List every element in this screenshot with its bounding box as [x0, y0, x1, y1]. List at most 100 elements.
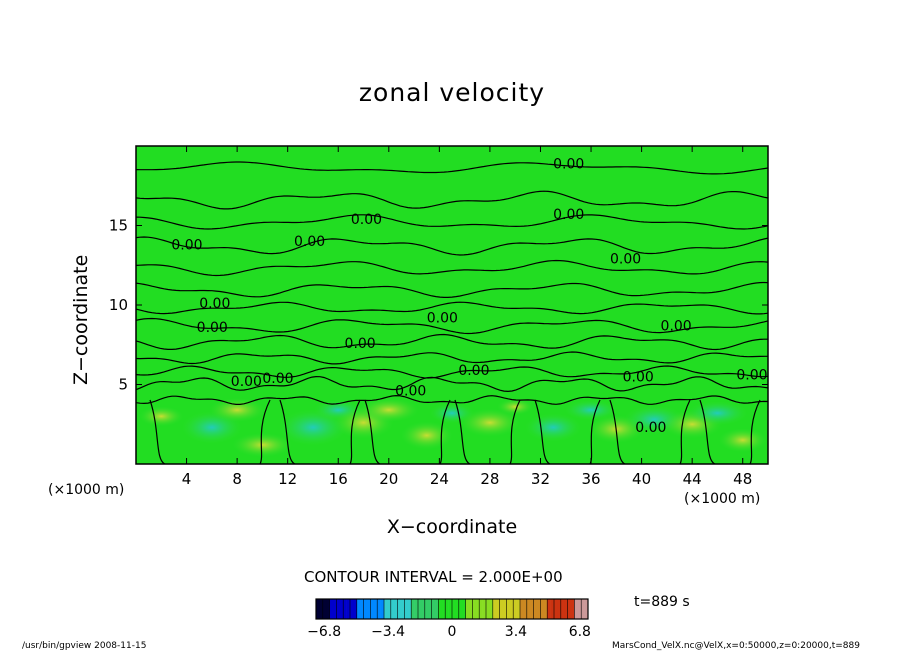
colorbar-tick-label: 3.4 — [505, 624, 527, 640]
contour-label: 0.00 — [553, 156, 584, 172]
x-tick-label: 20 — [379, 470, 398, 488]
contour-label: 0.00 — [458, 363, 489, 379]
contour-label: 0.00 — [171, 237, 202, 253]
velocity-field — [136, 146, 768, 464]
x-tick-label: 48 — [733, 470, 752, 488]
colorbar-swatch — [339, 599, 344, 619]
x-tick-label: 28 — [480, 470, 499, 488]
colorbar-swatch — [499, 599, 504, 619]
colorbar-swatch — [387, 599, 392, 619]
x-tick-label: 36 — [581, 470, 600, 488]
contour-line — [136, 375, 768, 393]
colorbar-swatch — [326, 599, 330, 619]
contour-label: 0.00 — [395, 384, 426, 400]
colorbar-swatch — [424, 599, 429, 619]
contour-label: 0.00 — [623, 369, 654, 385]
colorbar-swatch — [394, 599, 398, 619]
contour-label: 0.00 — [351, 212, 382, 228]
colorbar-swatch — [441, 599, 446, 619]
colorbar-swatch — [384, 599, 388, 619]
colorbar-swatch — [564, 599, 568, 619]
x-axis: 4 8 12 16 20 24 28 32 36 40 44 48 — [182, 146, 752, 488]
contour-lines — [136, 161, 768, 464]
colorbar-tick-label: −6.8 — [307, 624, 341, 640]
colorbar-swatch — [373, 599, 378, 619]
colorbar-swatch — [543, 599, 548, 619]
contour-line — [136, 301, 768, 315]
colorbar-swatch — [407, 599, 412, 619]
colorbar-swatch — [523, 599, 528, 619]
colorbar: −6.8 −3.4 0 3.4 6.8 — [307, 598, 591, 640]
contour-line — [136, 281, 768, 298]
colorbar-swatch — [489, 599, 494, 619]
colorbar-swatch — [414, 599, 419, 619]
contour-interval-label: CONTOUR INTERVAL = 2.000E+00 — [304, 568, 563, 586]
colorbar-swatch — [533, 599, 538, 619]
footer-command: /usr/bin/gpview 2008-11-15 — [22, 641, 147, 651]
y-tick-label: 5 — [118, 376, 128, 394]
colorbar-swatch — [360, 599, 364, 619]
colorbar-swatch — [367, 599, 371, 619]
contour-line — [136, 317, 768, 335]
colorbar-swatch — [462, 599, 466, 619]
x-tick-label: 24 — [430, 470, 449, 488]
y-tick-label: 10 — [109, 296, 128, 314]
colorbar-swatch — [506, 599, 511, 619]
field-blob — [718, 428, 767, 453]
colorbar-swatch — [496, 599, 500, 619]
contour-line — [136, 214, 768, 230]
x-unit-label: (×1000 m) — [48, 482, 125, 498]
field-blob — [400, 421, 453, 450]
contour-line — [149, 399, 271, 464]
colorbar-swatch — [356, 599, 361, 619]
colorbar-swatch — [346, 599, 351, 619]
colorbar-swatch — [370, 599, 375, 619]
colorbar-swatch — [445, 599, 449, 619]
colorbar-swatch — [380, 599, 385, 619]
colorbar-swatch — [319, 599, 324, 619]
x-unit-label-right: (×1000 m) — [684, 491, 761, 507]
colorbar-swatch — [411, 599, 415, 619]
colorbar-swatch — [574, 599, 579, 619]
colorbar-swatch — [547, 599, 551, 619]
colorbar-swatch — [472, 599, 477, 619]
colorbar-swatch — [516, 599, 521, 619]
x-tick-label: 44 — [683, 470, 702, 488]
contour-line — [279, 399, 361, 464]
colorbar-swatch — [584, 599, 589, 619]
contour-line — [136, 394, 768, 405]
contour-label: 0.00 — [661, 318, 692, 334]
colorbar-swatch — [554, 599, 558, 619]
colorbar-swatch — [567, 599, 572, 619]
colorbar-swatch — [418, 599, 422, 619]
colorbar-swatch — [435, 599, 439, 619]
contour-line — [136, 190, 768, 210]
contour-label: 0.00 — [231, 374, 262, 390]
colorbar-swatch — [465, 599, 470, 619]
colorbar-swatch — [343, 599, 347, 619]
colorbar-tick-label: 6.8 — [569, 624, 591, 640]
colorbar-swatch — [377, 599, 381, 619]
contour-label: 0.00 — [345, 336, 376, 352]
colorbar-swatch — [486, 599, 490, 619]
colorbar-swatch — [431, 599, 436, 619]
colorbar-swatch — [581, 599, 585, 619]
contour-label: 0.00 — [610, 252, 641, 268]
colorbar-swatch — [333, 599, 337, 619]
colorbar-swatch — [540, 599, 545, 619]
colorbar-swatch — [404, 599, 409, 619]
contour-line — [136, 365, 768, 379]
field-blob — [139, 406, 184, 427]
colorbar-swatch — [520, 599, 524, 619]
colorbar-swatch — [475, 599, 480, 619]
colorbar-swatch — [452, 599, 456, 619]
field-blob — [565, 399, 618, 420]
contour-line — [136, 351, 768, 365]
x-tick-label: 4 — [182, 470, 192, 488]
colorbar-swatch — [336, 599, 341, 619]
field-blob — [687, 401, 748, 426]
colorbar-swatch — [530, 599, 534, 619]
colorbar-swatch — [513, 599, 517, 619]
field-blob — [497, 398, 534, 415]
y-axis-label: Z−coordinate — [70, 254, 92, 385]
